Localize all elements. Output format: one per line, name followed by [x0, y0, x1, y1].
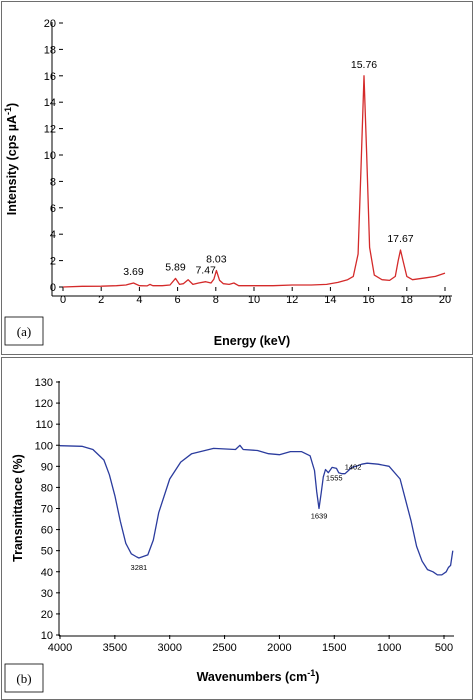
y-tick-label: 60	[41, 525, 53, 537]
y-tick-label: 16	[44, 71, 56, 83]
y-tick-label: 110	[35, 419, 53, 431]
peak-label: 1639	[311, 512, 328, 521]
chart-b-ticks: 4000 3500 3000 2500 2000 1500 1000 500 10 20 30 40 5…	[35, 377, 454, 654]
x-tick-label: 8	[213, 294, 219, 306]
x-tick-label: 14	[324, 294, 336, 306]
x-tick-label: 6	[175, 294, 181, 306]
y-tick-label: 100	[35, 440, 53, 452]
y-tick-label: 6	[50, 203, 56, 215]
peak-label: 15.76	[351, 59, 377, 71]
x-tick-label: 16	[362, 294, 374, 306]
y-tick-label: 0	[50, 282, 56, 294]
y-tick-label: 50	[41, 546, 53, 558]
y-tick-label: 20	[41, 609, 53, 621]
y-tick-label: 20	[44, 18, 56, 30]
x-tick-label: 10	[248, 294, 260, 306]
x-tick-label: 3500	[103, 642, 127, 654]
chart-b-x-axis-title-superscript: -1	[307, 668, 315, 678]
panel-a-label-box	[4, 316, 44, 346]
y-tick-label: 40	[41, 567, 53, 579]
x-tick-label: 12	[286, 294, 298, 306]
x-tick-label: 3000	[157, 642, 181, 654]
chart-b-x-axis-title-close: )	[315, 670, 319, 684]
y-tick-label: 70	[41, 504, 53, 516]
x-tick-label: 2500	[212, 642, 236, 654]
chart-a-y-axis-title-close: )	[5, 103, 19, 107]
y-tick-label: 80	[41, 482, 53, 494]
y-tick-label: 120	[35, 398, 53, 410]
peak-label: 1402	[345, 463, 362, 472]
chart-b-series-group	[59, 444, 454, 576]
y-tick-label: 2	[50, 256, 56, 268]
chart-a-y-axis-title-superscript: -1	[3, 107, 13, 115]
peak-label: 3281	[131, 563, 148, 572]
chart-b-svg: 4000 3500 3000 2500 2000 1500 1000 500 10 20 30 40 5…	[4, 377, 454, 693]
chart-a-ticks: 0 2 4 6 8 10 12 14 16 18 20 0 2 4 6 8 10 12 14 16 18 20	[44, 18, 451, 306]
peak-label: 3.69	[123, 266, 144, 278]
y-tick-label: 4	[50, 229, 56, 241]
chart-b-x-axis-title: Wavenumbers (cm-1)	[197, 668, 320, 684]
peak-label: 1555	[326, 474, 343, 483]
x-tick-label: 20	[439, 294, 451, 306]
x-tick-label: 2000	[267, 642, 291, 654]
x-tick-label: 1000	[377, 642, 401, 654]
y-tick-label: 130	[35, 377, 53, 389]
y-tick-label: 12	[44, 124, 56, 136]
series-line	[59, 444, 454, 576]
peak-label: 7.47	[195, 265, 216, 277]
panel-a-edxrf-spectrum: 0 2 4 6 8 10 12 14 16 18 20 0 2 4 6 8 10 12 14 16 18 20 3.69 5…	[1, 1, 473, 355]
panel-b-label: (b)	[16, 671, 31, 686]
x-tick-label: 18	[401, 294, 413, 306]
chart-a-y-axis-title: Intensity (cps µA-1)	[3, 103, 19, 215]
y-tick-label: 10	[44, 150, 56, 162]
x-tick-label: 0	[60, 294, 66, 306]
y-tick-label: 90	[41, 461, 53, 473]
y-tick-label: 18	[44, 44, 56, 56]
x-tick-label: 500	[435, 642, 453, 654]
y-tick-label: 14	[44, 97, 56, 109]
chart-b-x-axis-title-main: Wavenumbers (cm	[197, 670, 308, 684]
x-tick-label: 4000	[48, 642, 72, 654]
panel-b-label-box	[4, 663, 44, 693]
chart-a-x-axis-title: Energy (keV)	[214, 334, 290, 348]
peak-label: 8.03	[206, 254, 227, 266]
chart-a-y-axis-title-main: Intensity (cps µA	[5, 115, 19, 215]
chart-b-y-axis-title: Transmittance (%)	[11, 454, 25, 562]
y-tick-label: 10	[41, 630, 53, 642]
y-tick-label: 8	[50, 176, 56, 188]
x-tick-label: 4	[136, 294, 142, 306]
chart-a-axes	[51, 22, 452, 297]
series-line	[62, 75, 446, 288]
panel-a-label: (a)	[17, 324, 31, 339]
peak-label: 5.89	[165, 261, 186, 273]
chart-a-series-group	[62, 75, 446, 288]
x-tick-label: 1500	[322, 642, 346, 654]
panel-b-ftir-spectrum: 4000 3500 3000 2500 2000 1500 1000 500 10 20 30 40 5…	[1, 357, 473, 700]
y-tick-label: 30	[41, 588, 53, 600]
chart-a-svg: 0 2 4 6 8 10 12 14 16 18 20 0 2 4 6 8 10 12 14 16 18 20 3.69 5…	[3, 18, 452, 348]
x-tick-label: 2	[98, 294, 104, 306]
peak-label: 17.67	[387, 233, 413, 245]
chart-a-annotations: 3.69 5.89 7.478.03 15.76 17.67	[123, 59, 414, 278]
